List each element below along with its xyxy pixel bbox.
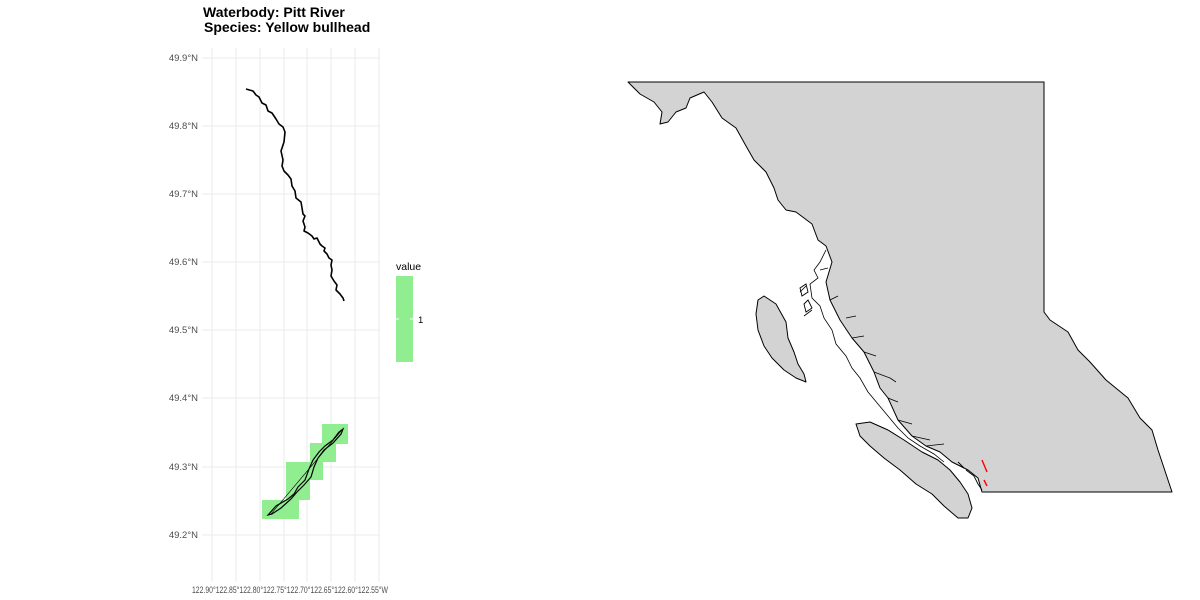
map-title-line-2: Species: Yellow bullhead xyxy=(204,19,370,35)
y-tick-label: 49.9°N xyxy=(169,53,198,64)
river-lower-outline xyxy=(266,427,345,517)
presence-cell xyxy=(322,424,348,444)
y-tick-label: 49.3°N xyxy=(169,462,198,473)
province-outline xyxy=(627,81,1173,493)
river-lower-inner xyxy=(270,430,342,515)
lower-mainland-coast xyxy=(957,461,983,491)
y-tick-label: 49.8°N xyxy=(169,121,198,132)
legend-key-swatch xyxy=(396,276,413,362)
y-tick-label: 49.2°N xyxy=(169,530,198,541)
presence-cell xyxy=(286,462,310,500)
legend-title: value xyxy=(396,261,421,273)
detail-map-panel: Waterbody: Pitt River Species: Yellow bu… xyxy=(169,4,423,596)
y-tick-label: 49.7°N xyxy=(169,189,198,200)
overview-map-panel xyxy=(627,81,1173,519)
river-upper-channel xyxy=(245,88,345,302)
haida-gwaii-coast xyxy=(799,283,813,313)
map-title-line-1: Waterbody: Pitt River xyxy=(203,4,345,20)
y-axis-labels: 49.9°N 49.8°N 49.7°N 49.6°N 49.5°N 49.4°… xyxy=(169,53,198,541)
legend: value 1 xyxy=(396,261,423,362)
pitt-river-highlight xyxy=(981,459,988,473)
x-axis-tick-labels: 122.90°122.85°122.80°122.75°122.70°122.6… xyxy=(192,585,388,596)
southern-island xyxy=(855,421,973,519)
pitt-river-highlight-lower xyxy=(983,479,988,487)
y-tick-label: 49.6°N xyxy=(169,257,198,268)
vancouver-island xyxy=(755,295,807,383)
legend-label: 1 xyxy=(418,315,423,326)
y-tick-label: 49.5°N xyxy=(169,325,198,336)
y-tick-label: 49.4°N xyxy=(169,393,198,404)
coastline-inlets xyxy=(799,249,945,463)
